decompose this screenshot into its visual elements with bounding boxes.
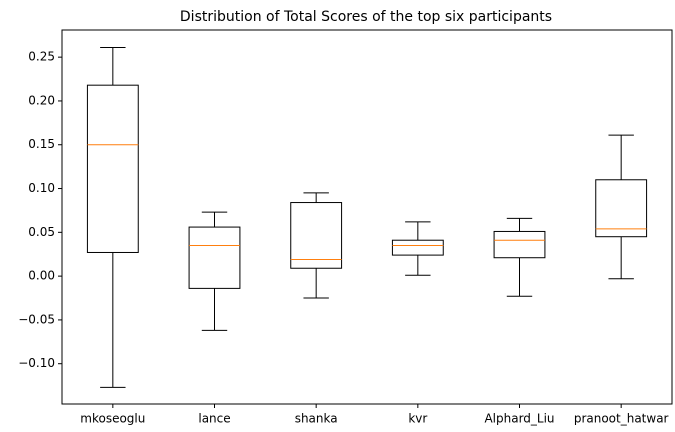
- box: [595, 179, 648, 238]
- box: [86, 84, 139, 253]
- y-tick-label: 0.20: [28, 93, 55, 107]
- y-tick-label: 0.25: [28, 50, 55, 64]
- y-tick-label: 0.10: [28, 181, 55, 195]
- x-tick-label: kvr: [408, 412, 427, 426]
- box: [493, 230, 546, 259]
- x-tick-label: Alphard_Liu: [484, 412, 554, 426]
- y-tick-label: −0.05: [18, 312, 55, 326]
- chart-title: Distribution of Total Scores of the top …: [180, 9, 552, 25]
- y-tick-label: −0.10: [18, 356, 55, 370]
- box: [391, 239, 444, 256]
- y-tick-label: 0.05: [28, 225, 55, 239]
- y-tick-label: 0.15: [28, 137, 55, 151]
- box: [290, 202, 343, 269]
- plot-frame: [61, 29, 673, 405]
- x-tick-label: mkoseoglu: [80, 412, 145, 426]
- y-tick-label: 0.00: [28, 269, 55, 283]
- x-tick-label: pranoot_hatwar: [574, 412, 669, 426]
- box: [188, 226, 241, 289]
- x-tick-label: shanka: [295, 412, 338, 426]
- x-tick-label: lance: [198, 412, 230, 426]
